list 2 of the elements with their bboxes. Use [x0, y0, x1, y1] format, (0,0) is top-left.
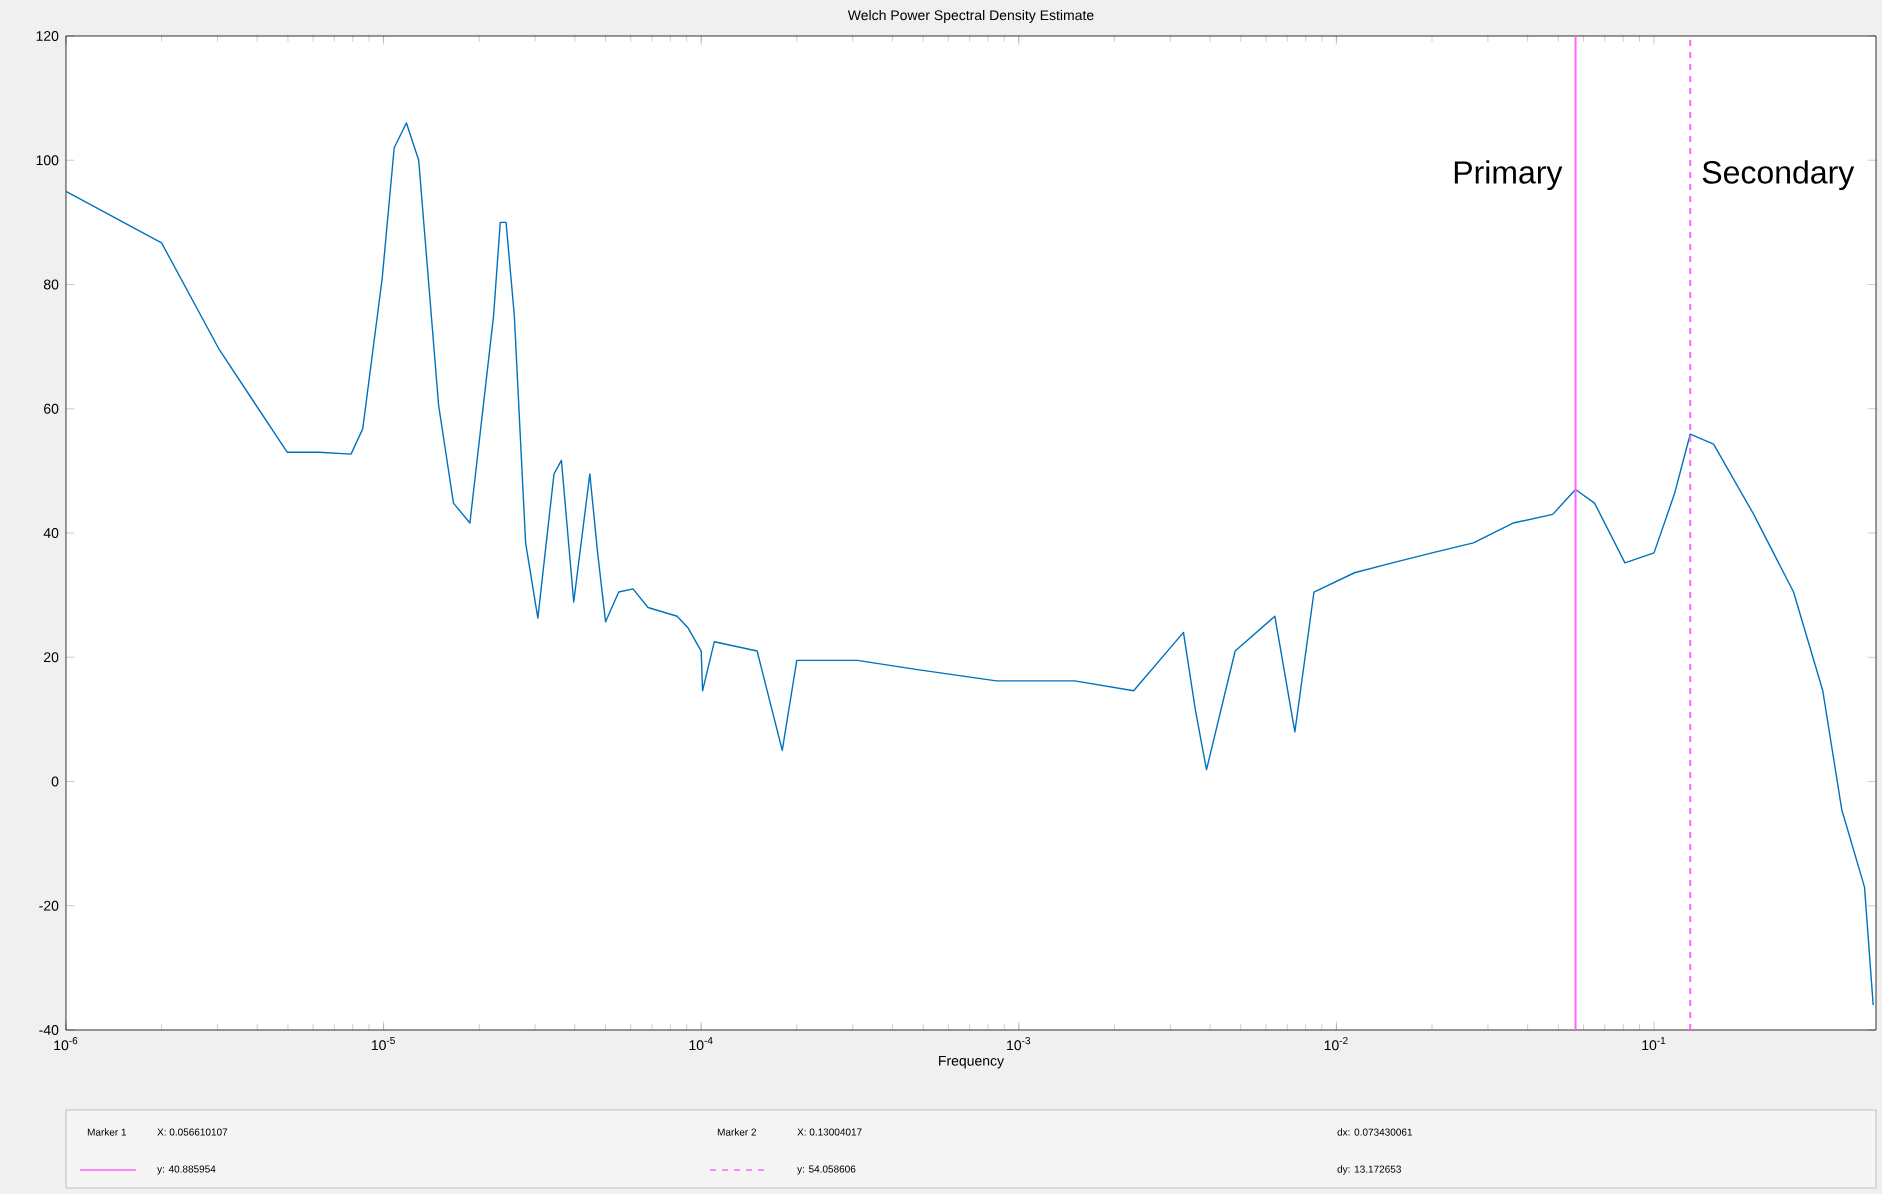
- ref-line-label: Secondary: [1702, 160, 1855, 191]
- ref-line-label: Primary: [1454, 160, 1563, 191]
